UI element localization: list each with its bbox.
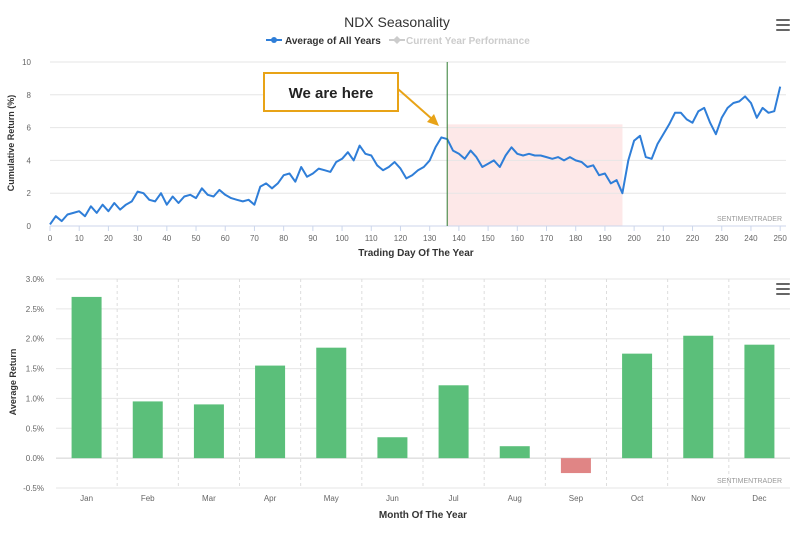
bar-dec[interactable] [744,344,775,459]
bottom-y-ticks: -0.5% 0.0% 0.5% 1.0% 1.5% 2.0% 2.5% 3.0% [23,275,44,493]
top-y-tick-label: 10 [22,58,31,67]
bar-jan[interactable] [71,296,102,459]
top-x-tick-label: 40 [162,234,171,243]
top-x-tick-label: 10 [75,234,84,243]
bottom-x-tick-label: Feb [141,494,155,503]
bottom-x-tick-label: Oct [631,494,644,503]
bottom-x-tick-label: Mar [202,494,216,503]
top-x-tick-label: 70 [250,234,259,243]
top-y-tick-label: 6 [27,124,32,133]
bottom-y-axis-title: Average Return [8,349,18,416]
top-x-tick-label: 140 [452,234,466,243]
bottom-y-tick-label: 0.0% [26,454,44,463]
monthly-return-bar-chart: -0.5% 0.0% 0.5% 1.0% 1.5% 2.0% 2.5% 3.0% Jan Feb… [8,275,790,521]
seasonality-line-chart: NDX Seasonality Average of All Years Cur… [6,14,787,259]
top-x-tick-label: 30 [133,234,142,243]
top-x-tick-label: 50 [192,234,201,243]
series-line-average [49,86,782,225]
top-y-tick-label: 4 [27,156,32,165]
annotation-callout: We are here [263,72,439,126]
top-x-tick-label: 80 [279,234,288,243]
top-x-tick-label: 20 [104,234,113,243]
legend-label-current-year: Current Year Performance [406,36,530,47]
bar-jun[interactable] [377,437,408,459]
top-x-tick-label: 160 [511,234,525,243]
bottom-x-tick-label: May [324,494,339,503]
top-x-tick-label: 110 [365,234,378,243]
bottom-y-tick-label: 3.0% [26,275,44,284]
top-x-tick-label: 250 [773,234,787,243]
top-x-tick-label: 220 [686,234,700,243]
bottom-credit: SENTIMENTRADER [717,478,782,485]
bar-may[interactable] [316,347,347,459]
legend-item-average[interactable]: Average of All Years [266,36,381,47]
bottom-y-tick-label: 2.0% [26,335,44,344]
bottom-bars [71,296,775,474]
top-x-tick-label: 130 [423,234,437,243]
chart-menu-icon-bottom[interactable] [776,283,790,295]
top-x-tick-label: 90 [308,234,317,243]
top-x-axis-title: Trading Day Of The Year [358,248,474,259]
annotation-arrow-head-icon [427,114,439,126]
chart-menu-icon[interactable] [776,19,790,31]
bottom-x-tick-label: Nov [691,494,705,503]
top-x-tick-label: 230 [715,234,729,243]
chart-title: NDX Seasonality [344,14,450,30]
bottom-x-axis-title: Month Of The Year [379,510,467,521]
bottom-x-tick-label: Jan [80,494,93,503]
bottom-y-tick-label: 2.5% [26,305,44,314]
bottom-x-tick-label: Apr [264,494,277,503]
top-y-ticks: 0 2 4 6 8 10 [22,58,31,231]
legend-item-current-year[interactable]: Current Year Performance [389,36,530,47]
bottom-x-tick-label: Jun [386,494,399,503]
bar-apr[interactable] [255,365,286,459]
bar-jul[interactable] [438,385,469,459]
top-x-tick-label: 60 [221,234,230,243]
bottom-y-tick-label: 1.5% [26,365,44,374]
bottom-y-tick-label: 0.5% [26,424,44,433]
top-x-ticks: 0 10 20 30 40 50 60 70 80 90 100 110 120 130 140 150 160… [48,226,787,243]
legend: Average of All Years Current Year Perfor… [266,36,530,47]
bottom-y-tick-label: -0.5% [23,484,44,493]
top-x-tick-label: 150 [481,234,495,243]
bottom-x-tick-label: Aug [508,494,522,503]
top-x-tick-label: 240 [744,234,758,243]
bottom-x-tick-label: Dec [752,494,766,503]
bar-mar[interactable] [193,404,224,459]
top-y-tick-label: 8 [27,91,32,100]
top-x-tick-label: 200 [627,234,641,243]
bottom-x-ticks: Jan Feb Mar Apr May Jun Jul Aug Sep Oct Nov Dec [80,494,766,503]
top-y-tick-label: 0 [27,222,32,231]
shaded-period-band [447,124,623,226]
top-gridlines [50,61,786,194]
bottom-x-tick-label: Sep [569,494,584,503]
top-x-tick-label: 190 [598,234,612,243]
annotation-text: We are here [289,85,374,102]
bottom-x-tick-label: Jul [448,494,458,503]
bottom-month-separators [116,279,730,488]
top-y-axis-title: Cumulative Return (%) [6,95,16,192]
legend-label-average: Average of All Years [285,36,381,47]
bar-sep[interactable] [560,458,591,474]
bar-nov[interactable] [683,335,714,459]
top-y-tick-label: 2 [27,189,32,198]
top-x-tick-label: 170 [540,234,554,243]
top-x-tick-label: 0 [48,234,53,243]
bar-feb[interactable] [132,401,163,459]
top-x-tick-label: 210 [657,234,671,243]
top-x-tick-label: 100 [335,234,349,243]
top-credit: SENTIMENTRADER [717,216,782,223]
top-x-tick-label: 180 [569,234,583,243]
bar-aug[interactable] [499,446,530,459]
top-x-tick-label: 120 [394,234,408,243]
bar-oct[interactable] [622,353,653,459]
bottom-y-tick-label: 1.0% [26,394,44,403]
